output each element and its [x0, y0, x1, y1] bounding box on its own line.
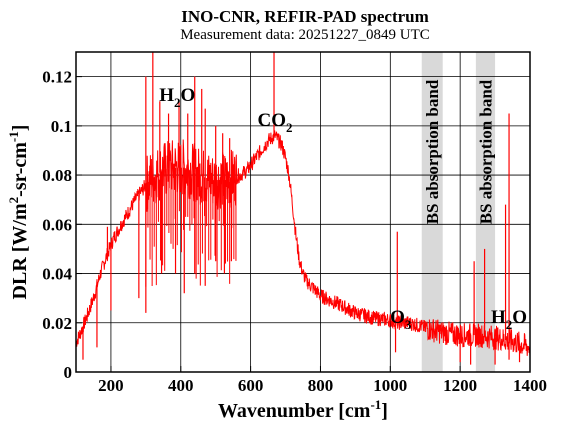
species-label: O3 — [390, 307, 412, 332]
spectrum-series — [75, 52, 531, 365]
absorption-bands: BS absorption band BS absorption band — [421, 52, 496, 372]
x-tick-label: 1000 — [373, 376, 407, 395]
y-tick-label: 0.02 — [42, 314, 72, 333]
y-tick-label: 0.04 — [42, 265, 72, 284]
x-tick-label: 600 — [238, 376, 264, 395]
y-tick-label: 0.1 — [51, 117, 72, 136]
species-label: H2O — [159, 85, 195, 110]
species-label: CO2 — [258, 110, 293, 135]
absorption-band — [475, 52, 496, 372]
species-label-sub: 2 — [286, 120, 293, 135]
absorption-band-label: BS absorption band — [476, 79, 495, 224]
plot-frame — [75, 51, 531, 373]
x-tick-label: 200 — [98, 376, 124, 395]
species-label-sub: 2 — [506, 317, 513, 332]
x-tick-label: 1200 — [443, 376, 477, 395]
absorption-band-label: BS absorption band — [423, 79, 442, 224]
x-axis-ticks: 200 400 600 800 1000 1200 1400 — [98, 366, 547, 395]
species-label-end: O — [512, 307, 527, 328]
x-tick-label: 400 — [168, 376, 194, 395]
y-axis-label-base: DLR [W/m — [9, 203, 31, 299]
y-axis-label-mid: -sr-cm — [9, 142, 31, 197]
species-label: H2O — [491, 307, 527, 332]
chart-title: INO-CNR, REFIR-PAD spectrum — [181, 7, 429, 26]
y-axis-label-sup1: 2 — [6, 197, 21, 204]
x-axis-label: Wavenumber [cm-1] — [218, 397, 388, 422]
absorption-band — [421, 52, 443, 372]
x-axis-label-end: ] — [381, 400, 388, 422]
species-label-base: H — [159, 85, 174, 106]
y-tick-label: 0.06 — [42, 215, 72, 234]
species-label-end: O — [181, 85, 196, 106]
chart-subtitle: Measurement data: 20251227_0849 UTC — [180, 27, 430, 43]
grid-lines — [76, 52, 530, 372]
species-label-base: O — [390, 307, 405, 328]
y-tick-label: 0 — [64, 363, 73, 382]
y-tick-label: 0.12 — [42, 68, 72, 87]
spectrum-line — [75, 130, 531, 357]
y-axis-label-sup2: -1 — [6, 131, 21, 142]
y-axis-ticks: 0 0.02 0.04 0.06 0.08 0.1 0.12 — [42, 68, 82, 382]
species-label-sub: 3 — [405, 317, 412, 332]
x-axis-label-sup: -1 — [370, 397, 381, 412]
species-label-base: H — [491, 307, 506, 328]
species-label-base: CO — [258, 110, 287, 131]
x-axis-label-base: Wavenumber [cm — [218, 400, 371, 422]
x-tick-label: 800 — [308, 376, 334, 395]
y-axis-label: DLR [W/m2-sr-cm-1] — [6, 125, 31, 300]
y-tick-label: 0.08 — [42, 166, 72, 185]
y-axis-label-end: ] — [9, 125, 31, 132]
species-label-sub: 2 — [174, 95, 181, 110]
x-tick-label: 1400 — [513, 376, 547, 395]
